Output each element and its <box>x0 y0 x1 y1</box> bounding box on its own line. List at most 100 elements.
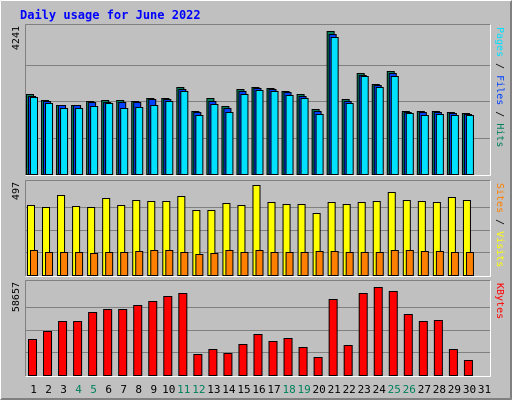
bar-sites <box>285 252 294 276</box>
x-tick-label: 4 <box>75 383 82 396</box>
bar-kbytes <box>268 341 278 376</box>
bar-sites <box>225 250 234 276</box>
x-tick-label: 19 <box>297 383 310 396</box>
bar-pages <box>75 108 84 175</box>
bar-pages <box>315 114 324 175</box>
bar-pages <box>165 101 174 175</box>
x-tick-label: 18 <box>282 383 295 396</box>
bar-sites <box>135 251 144 276</box>
bar-kbytes <box>403 314 413 376</box>
bar-kbytes <box>418 321 428 376</box>
x-tick-label: 10 <box>162 383 175 396</box>
bar-pages <box>300 98 309 175</box>
x-tick-label: 7 <box>120 383 127 396</box>
bar-sites <box>120 252 129 276</box>
x-tick-label: 23 <box>358 383 371 396</box>
bar-kbytes <box>103 309 113 376</box>
legend-hits: Pages / Files / Hits <box>494 27 505 147</box>
bar-kbytes <box>433 320 443 376</box>
bar-sites <box>105 252 114 276</box>
x-tick-label: 26 <box>403 383 416 396</box>
x-tick-label: 17 <box>267 383 280 396</box>
bar-kbytes <box>28 339 37 376</box>
panel-hits: 4241 Pages / Files / Hits <box>11 24 505 176</box>
legend-item-sites: Sites <box>494 183 505 213</box>
bar-sites <box>90 253 99 276</box>
x-tick-label: 15 <box>237 383 250 396</box>
x-tick-label: 25 <box>388 383 401 396</box>
bar-sites <box>165 250 174 276</box>
bar-pages <box>270 91 279 175</box>
bar-pages <box>255 90 264 175</box>
bar-kbytes <box>238 344 248 376</box>
bar-sites <box>360 252 369 276</box>
x-tick-label: 11 <box>177 383 190 396</box>
bar-kbytes <box>148 301 158 376</box>
bar-kbytes <box>58 321 68 376</box>
bar-kbytes <box>88 312 98 376</box>
bar-pages <box>330 37 339 175</box>
bar-sites <box>255 250 264 276</box>
bar-kbytes <box>73 321 83 376</box>
bar-pages <box>405 113 414 175</box>
bar-pages <box>195 115 204 175</box>
x-tick-label: 1 <box>30 383 37 396</box>
bar-pages <box>285 95 294 175</box>
legend-item-hits: Hits <box>494 123 505 147</box>
legend-item-visits: Visits <box>494 231 505 267</box>
bar-pages <box>345 103 354 175</box>
bar-sites <box>210 253 219 276</box>
ymax-label-hits: 4241 <box>11 26 22 50</box>
bar-kbytes <box>253 334 263 376</box>
x-tick-label: 9 <box>150 383 157 396</box>
x-tick-label: 14 <box>222 383 236 396</box>
legend-separator: / <box>494 57 505 75</box>
bar-kbytes <box>283 338 293 376</box>
bar-pages <box>240 94 249 175</box>
bar-sites <box>405 250 414 276</box>
x-tick-label: 29 <box>448 383 461 396</box>
bar-pages <box>465 115 474 175</box>
x-tick-label: 12 <box>192 383 205 396</box>
x-tick-label: 3 <box>60 383 67 396</box>
bar-sites <box>30 250 38 276</box>
x-tick-label: 6 <box>105 383 112 396</box>
bar-kbytes <box>208 349 218 376</box>
x-tick-label: 8 <box>135 383 142 396</box>
bar-pages <box>210 104 219 175</box>
bar-kbytes <box>133 305 143 376</box>
bar-sites <box>60 252 69 276</box>
x-tick-label: 5 <box>90 383 97 396</box>
bar-sites <box>270 252 279 276</box>
legend-item-files: Files <box>494 75 505 105</box>
x-tick-label: 31 <box>478 383 491 396</box>
bar-sites <box>45 252 54 276</box>
bar-kbytes <box>118 309 128 376</box>
bar-pages <box>120 108 129 175</box>
bar-sites <box>75 252 84 276</box>
bar-pages <box>375 87 384 175</box>
ymax-label-kbytes: 58657 <box>11 282 22 312</box>
x-tick-label: 21 <box>328 383 341 396</box>
bar-kbytes <box>223 353 233 376</box>
bar-sites <box>150 250 159 276</box>
bar-kbytes <box>163 296 173 376</box>
x-tick-label: 28 <box>433 383 446 396</box>
legend-separator: / <box>494 105 505 123</box>
bar-sites <box>240 252 249 276</box>
x-tick-label: 2 <box>45 383 52 396</box>
bar-pages <box>390 76 399 175</box>
bar-pages <box>360 76 369 175</box>
bar-sites <box>180 252 189 276</box>
bar-sites <box>375 252 384 276</box>
x-tick-label: 13 <box>207 383 220 396</box>
bar-sites <box>450 252 459 276</box>
legend-item-kbytes: KBytes <box>494 283 505 319</box>
bar-kbytes <box>313 357 323 376</box>
legend-visits: Sites / Visits <box>494 183 505 267</box>
bar-kbytes <box>373 287 383 376</box>
x-tick-label: 20 <box>312 383 325 396</box>
legend-kbytes: KBytes <box>494 283 505 319</box>
bar-pages <box>135 107 144 175</box>
bar-kbytes <box>388 291 398 376</box>
